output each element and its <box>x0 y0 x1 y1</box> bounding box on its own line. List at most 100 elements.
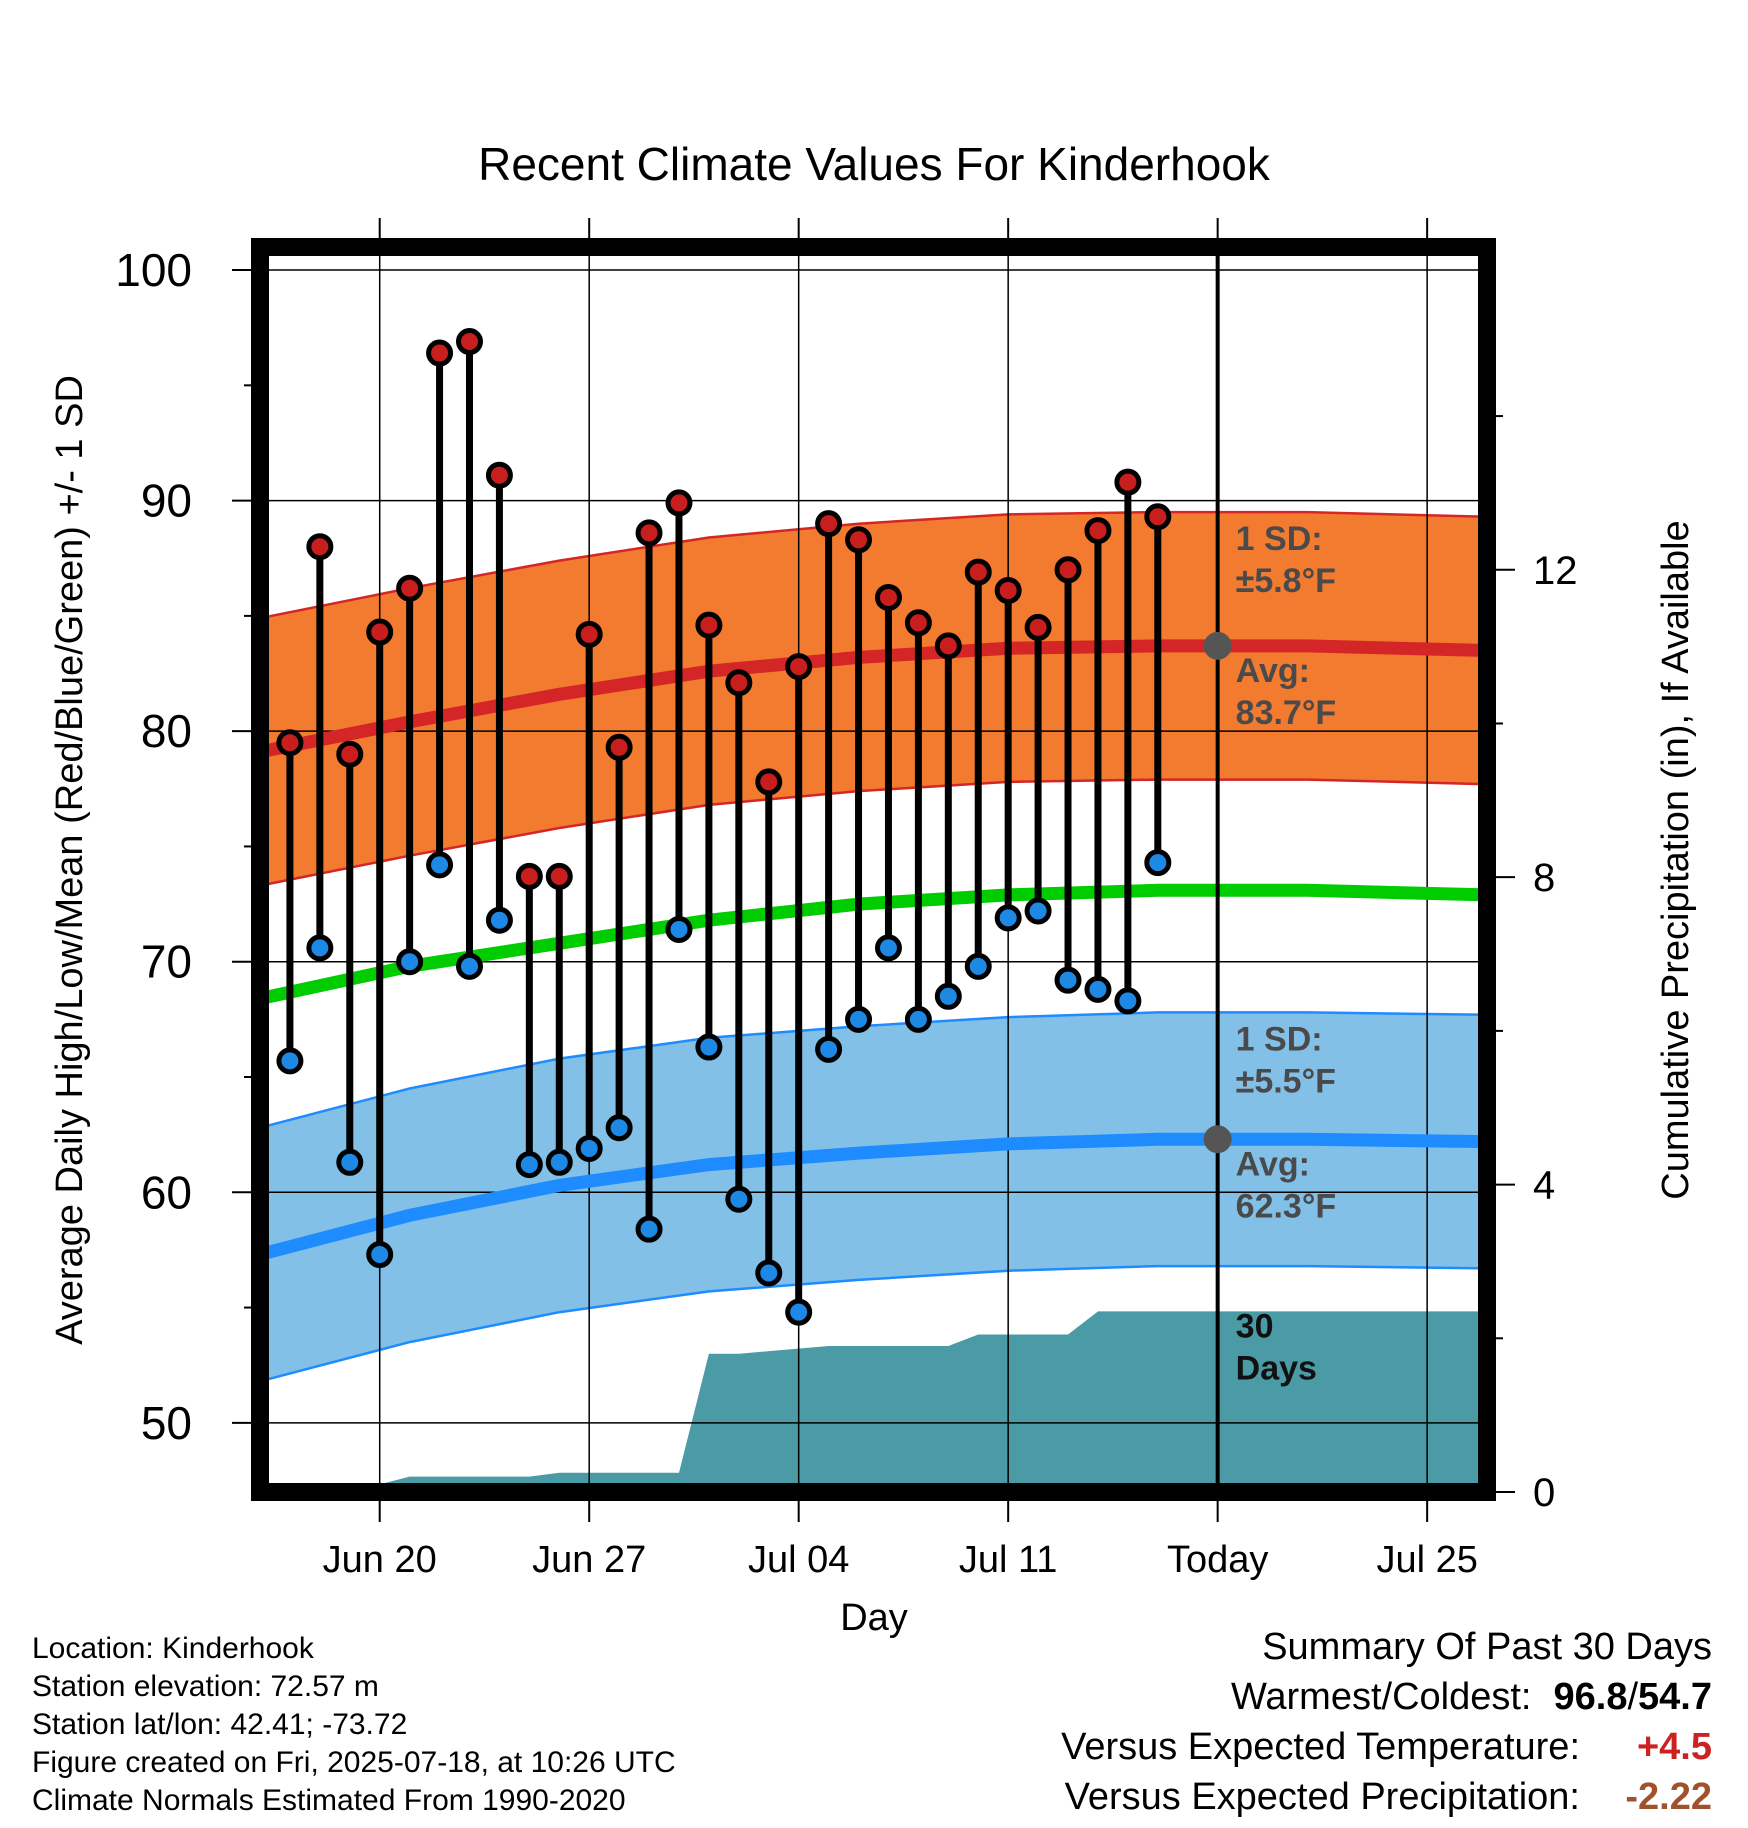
x-tick-label: Jul 04 <box>748 1539 849 1581</box>
y2-tick-label: 8 <box>1533 856 1555 900</box>
daily-low-point <box>934 982 962 1010</box>
summary-heading: Summary Of Past 30 Days <box>1262 1626 1712 1668</box>
daily-high-point <box>366 618 394 646</box>
daily-low-point <box>1114 987 1142 1015</box>
warmest-value: 96.8 <box>1553 1676 1628 1718</box>
x-tick-label: Today <box>1167 1539 1268 1581</box>
x-tick-label: Jul 25 <box>1376 1539 1477 1581</box>
warmest-coldest-value: 96.8/54.7 <box>1554 1672 1713 1722</box>
x-tick-label: Jun 27 <box>532 1539 646 1581</box>
y2-axis-label: Cumulative Precipitation (in), If Availa… <box>1655 520 1697 1199</box>
daily-low-point <box>336 1148 364 1176</box>
daily-low-point <box>815 1035 843 1063</box>
high-avg-label: Avg: <box>1236 652 1310 690</box>
summary-warmest-row: Warmest/Coldest: 96.8/54.7 <box>1061 1672 1712 1722</box>
precip-value: -2.22 <box>1625 1776 1712 1818</box>
daily-low-point <box>874 934 902 962</box>
daily-low-point <box>366 1241 394 1269</box>
daily-low-point <box>904 1005 932 1033</box>
summary-panel: Summary Of Past 30 Days Warmest/Coldest:… <box>1061 1622 1712 1822</box>
daily-low-point <box>994 904 1022 932</box>
x-tick-label: Jul 11 <box>959 1539 1058 1581</box>
info-latlon: Station lat/lon: 42.41; -73.72 <box>32 1708 408 1741</box>
high-sd-value: ±5.8°F <box>1236 562 1336 600</box>
daily-low-point <box>665 915 693 943</box>
daily-high-point <box>605 733 633 761</box>
y-tick-label: 50 <box>141 1397 192 1449</box>
daily-high-point <box>695 611 723 639</box>
y-tick-label: 60 <box>141 1166 192 1218</box>
high-avg-value: 83.7°F <box>1236 694 1337 732</box>
daily-high-point <box>396 574 424 602</box>
daily-high-point <box>934 632 962 660</box>
daily-low-point <box>1024 897 1052 925</box>
daily-high-point <box>485 461 513 489</box>
daily-low-point <box>306 934 334 962</box>
y-tick-label: 80 <box>141 705 192 757</box>
low-avg-value: 62.3°F <box>1236 1187 1337 1225</box>
daily-low-point <box>725 1185 753 1213</box>
daily-low-point <box>276 1047 304 1075</box>
daily-low-point <box>695 1033 723 1061</box>
daily-high-point <box>1054 556 1082 584</box>
daily-low-point <box>426 851 454 879</box>
daily-high-point <box>874 583 902 611</box>
daily-high-point <box>904 609 932 637</box>
info-normals: Climate Normals Estimated From 1990-2020 <box>32 1784 626 1817</box>
y2-tick-label: 0 <box>1533 1471 1555 1515</box>
y-tick-label: 100 <box>115 244 192 296</box>
daily-high-point <box>545 862 573 890</box>
plot-frame <box>251 238 1496 1501</box>
normal-mean-line <box>258 883 1488 1005</box>
low-sd-band <box>260 1012 1487 1382</box>
y-tick-label: 70 <box>141 936 192 988</box>
value-slash: / <box>1627 1676 1639 1718</box>
info-location: Location: Kinderhook <box>32 1632 314 1665</box>
low-sd-lower-edge <box>259 1264 1488 1383</box>
temp-label: Versus Expected Temperature: <box>1061 1726 1580 1768</box>
daily-high-point <box>994 577 1022 605</box>
precip-area <box>260 1311 1487 1492</box>
precip-label: Versus Expected Precipitation: <box>1064 1776 1580 1818</box>
normal-low-line <box>258 1132 1488 1261</box>
info-elevation: Station elevation: 72.57 m <box>32 1670 379 1703</box>
daily-high-point <box>725 669 753 697</box>
low-avg-label: Avg: <box>1236 1145 1310 1183</box>
coldest-value: 54.7 <box>1638 1676 1712 1718</box>
high-sd-upper-edge <box>259 510 1488 620</box>
chart-title: Recent Climate Values For Kinderhook <box>478 138 1271 190</box>
daily-low-point <box>635 1215 663 1243</box>
low-sd-label: 1 SD: <box>1236 1020 1323 1058</box>
warmest-label: Warmest/Coldest: <box>1230 1676 1532 1718</box>
high-sd-label: 1 SD: <box>1236 520 1323 558</box>
period-label-days: Days <box>1236 1349 1317 1387</box>
daily-high-point <box>815 510 843 538</box>
daily-low-point <box>485 906 513 934</box>
y-axis-label: Average Daily High/Low/Mean (Red/Blue/Gr… <box>49 375 91 1345</box>
daily-high-point <box>964 558 992 586</box>
daily-low-point <box>785 1298 813 1326</box>
daily-low-point <box>1084 975 1112 1003</box>
daily-high-point <box>755 768 783 796</box>
daily-high-point <box>515 862 543 890</box>
daily-high-point <box>575 620 603 648</box>
y-tick-label: 90 <box>141 475 192 527</box>
daily-high-point <box>635 519 663 547</box>
daily-high-point <box>306 533 334 561</box>
summary-temp-row: Versus Expected Temperature: +4.5 <box>1061 1722 1712 1772</box>
daily-high-point <box>455 328 483 356</box>
y2-tick-label: 12 <box>1533 549 1578 593</box>
daily-high-point <box>276 729 304 757</box>
today-low-avg-marker <box>1203 1125 1232 1154</box>
summary-precip-row: Versus Expected Precipitation: -2.22 <box>1061 1772 1712 1822</box>
daily-high-point <box>336 740 364 768</box>
x-axis-label: Day <box>840 1597 908 1639</box>
info-created: Figure created on Fri, 2025-07-18, at 10… <box>32 1746 676 1779</box>
daily-high-point <box>785 653 813 681</box>
daily-low-point <box>605 1114 633 1142</box>
daily-high-point <box>1144 503 1172 531</box>
period-label-number: 30 <box>1236 1307 1274 1345</box>
low-sd-value: ±5.5°F <box>1236 1062 1336 1100</box>
daily-low-point <box>575 1134 603 1162</box>
